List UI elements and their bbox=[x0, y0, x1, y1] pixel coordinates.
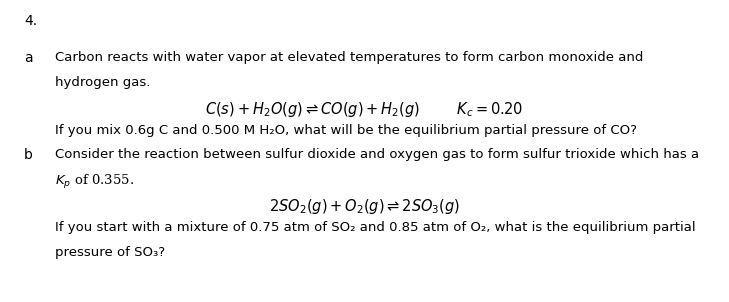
Text: a: a bbox=[24, 51, 33, 65]
Text: hydrogen gas.: hydrogen gas. bbox=[55, 76, 150, 89]
Text: Carbon reacts with water vapor at elevated temperatures to form carbon monoxide : Carbon reacts with water vapor at elevat… bbox=[55, 51, 643, 64]
Text: If you mix 0.6g C and 0.500 M H₂O, what will be the equilibrium partial pressure: If you mix 0.6g C and 0.500 M H₂O, what … bbox=[55, 124, 636, 137]
Text: Consider the reaction between sulfur dioxide and oxygen gas to form sulfur triox: Consider the reaction between sulfur dio… bbox=[55, 148, 699, 161]
Text: $2SO_2(g) + O_2(g) \rightleftharpoons 2SO_3(g)$: $2SO_2(g) + O_2(g) \rightleftharpoons 2S… bbox=[269, 197, 460, 216]
Text: 4.: 4. bbox=[24, 14, 37, 27]
Text: If you start with a mixture of 0.75 atm of SO₂ and 0.85 atm of O₂, what is the e: If you start with a mixture of 0.75 atm … bbox=[55, 221, 695, 234]
Text: $C(s) + H_2O(g) \rightleftharpoons CO(g) + H_2(g)$        $K_c = 0.20$: $C(s) + H_2O(g) \rightleftharpoons CO(g)… bbox=[206, 100, 523, 119]
Text: b: b bbox=[24, 148, 33, 162]
Text: $K_p$ of 0.355.: $K_p$ of 0.355. bbox=[55, 173, 134, 191]
Text: pressure of SO₃?: pressure of SO₃? bbox=[55, 246, 165, 259]
